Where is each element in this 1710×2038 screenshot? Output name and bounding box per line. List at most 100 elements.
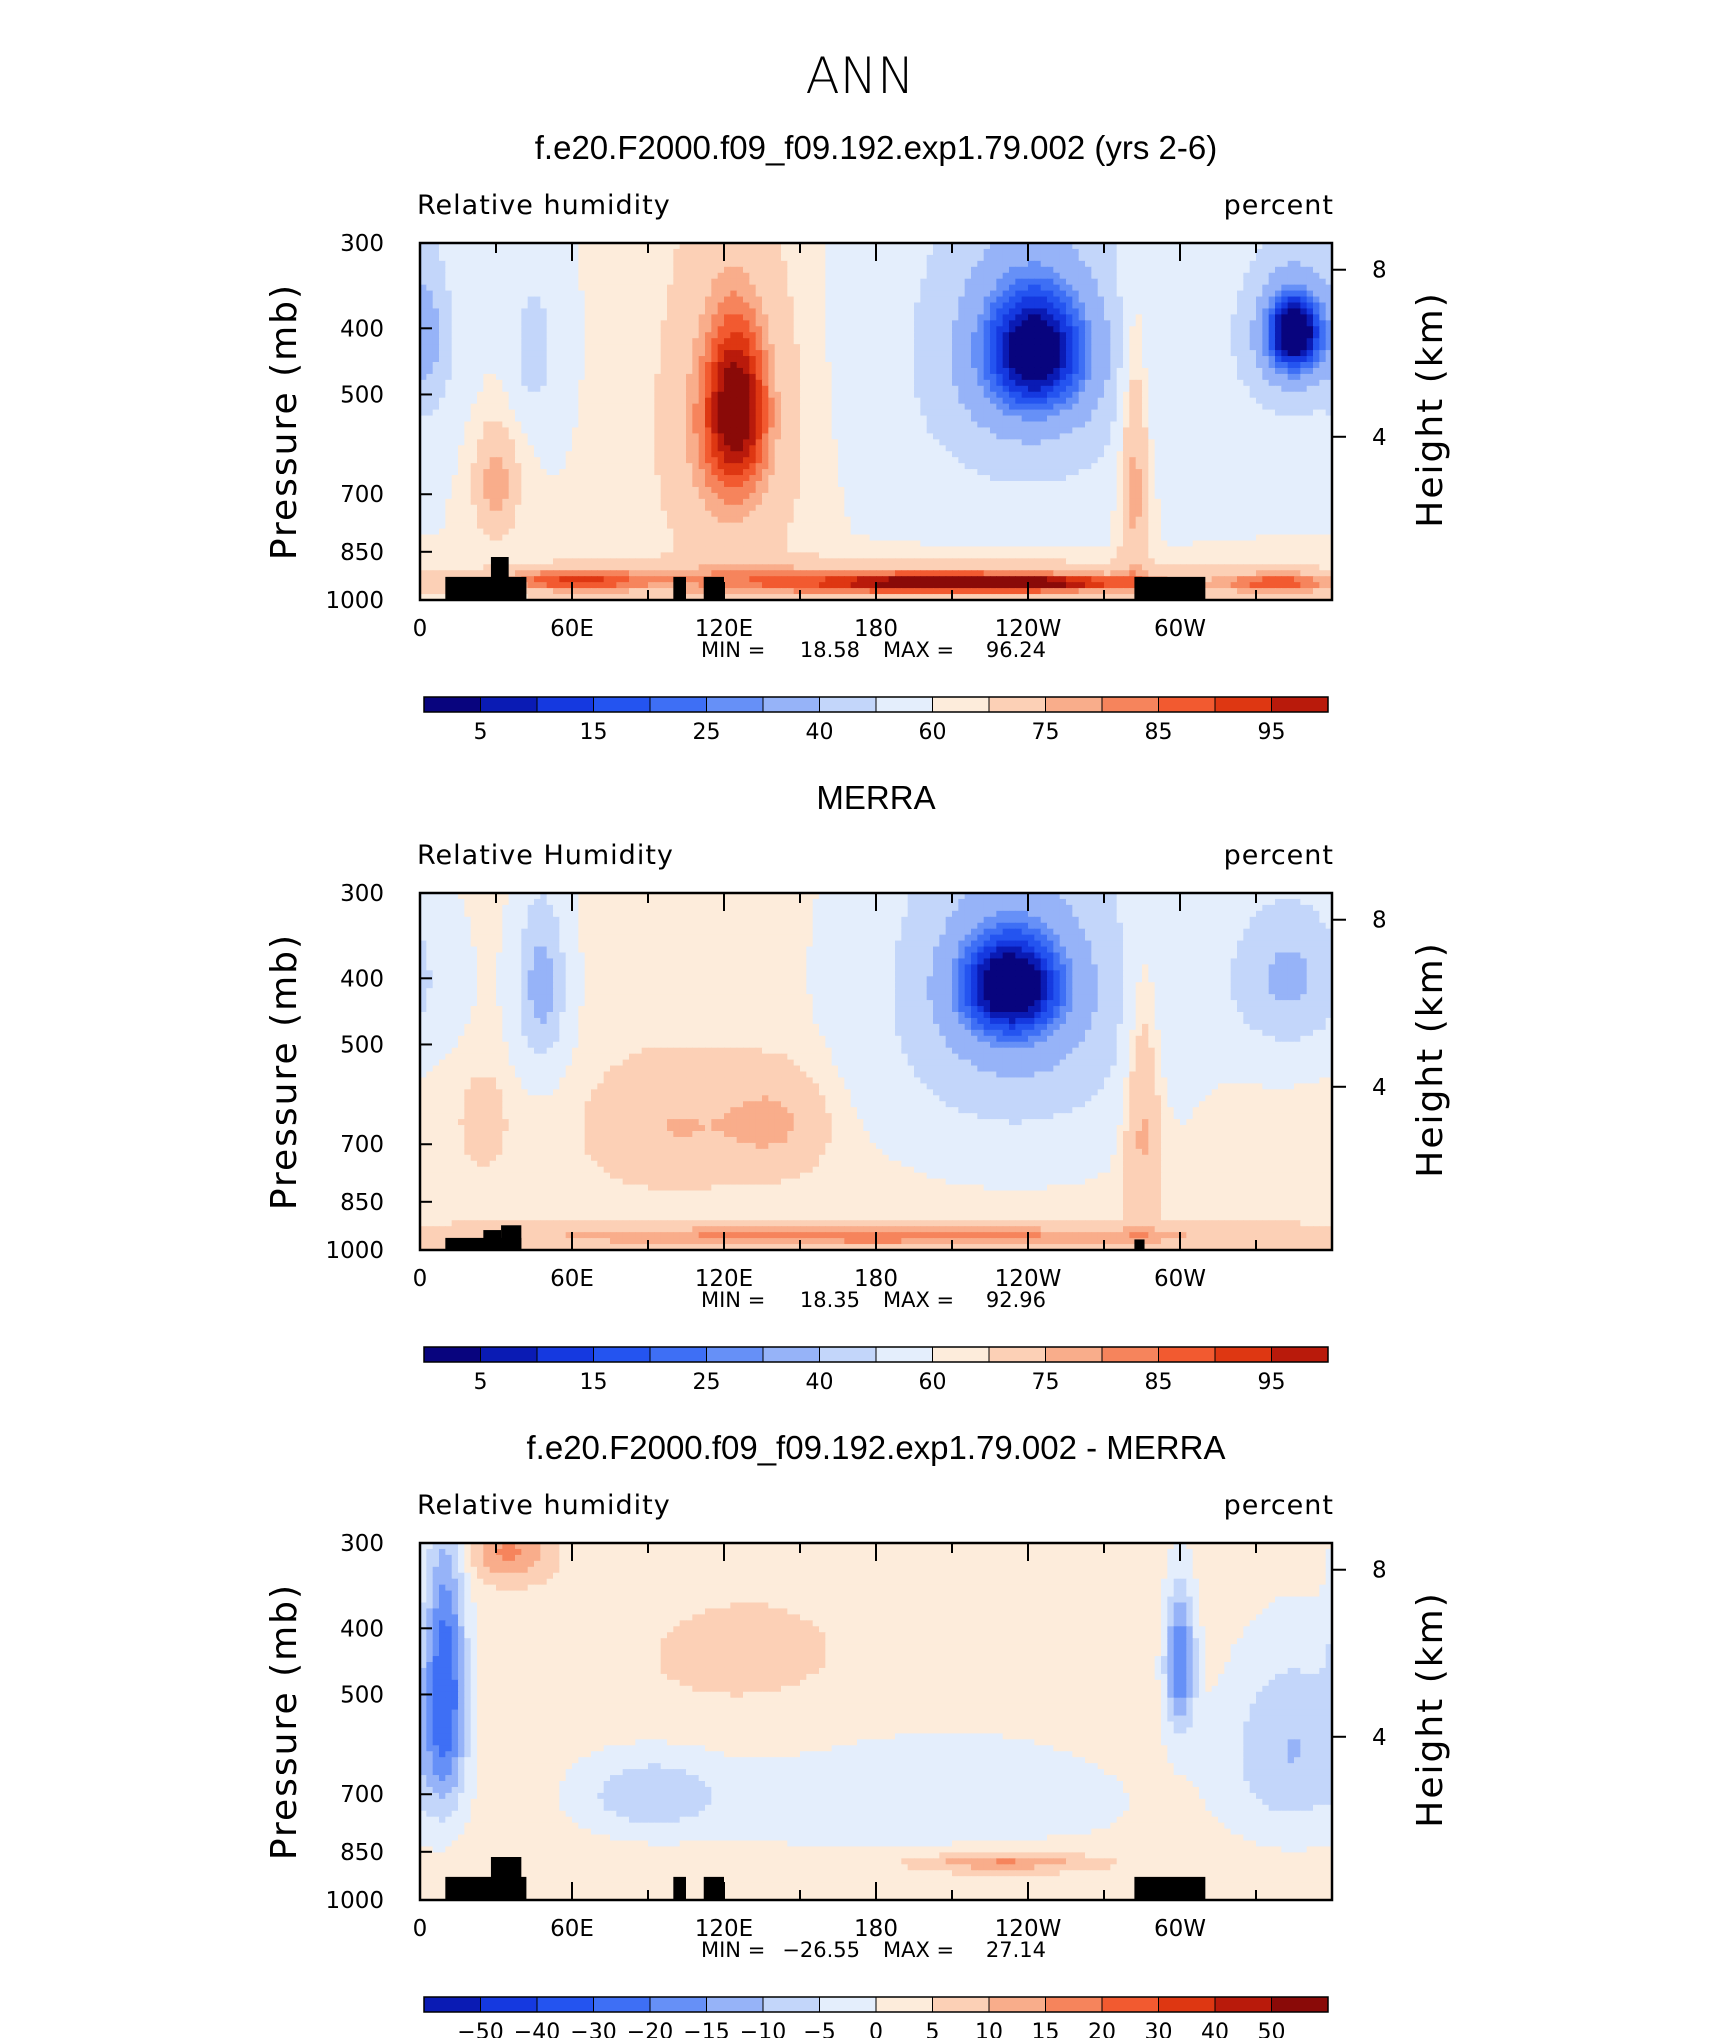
contour-cell bbox=[1015, 367, 1023, 375]
contour-cell bbox=[1148, 362, 1156, 369]
contour-cell bbox=[983, 445, 991, 452]
contour-cell bbox=[464, 409, 472, 417]
contour-cell bbox=[439, 385, 446, 393]
contour-cell bbox=[926, 338, 934, 345]
contour-cell bbox=[812, 314, 820, 321]
contour-cell bbox=[945, 397, 953, 405]
contour-cell bbox=[1091, 409, 1099, 417]
contour-cell bbox=[869, 356, 877, 363]
contour-cell bbox=[711, 385, 719, 393]
contour-cell bbox=[907, 326, 915, 333]
contour-cell bbox=[616, 445, 624, 452]
contour-cell bbox=[800, 445, 807, 452]
contour-cell bbox=[660, 373, 668, 381]
contour-cell bbox=[553, 308, 560, 315]
contour-cell bbox=[724, 367, 731, 375]
contour-cell bbox=[673, 427, 681, 434]
contour-cell bbox=[559, 391, 567, 399]
contour-cell bbox=[534, 350, 541, 357]
contour-cell bbox=[952, 254, 959, 262]
contour-cell bbox=[819, 243, 826, 250]
contour-cell bbox=[458, 362, 465, 369]
contour-cell bbox=[679, 278, 687, 286]
contour-cell bbox=[914, 254, 921, 262]
contour-cell bbox=[667, 356, 674, 363]
contour-cell bbox=[1300, 379, 1308, 387]
contour-cell bbox=[838, 272, 845, 280]
contour-cell bbox=[945, 320, 953, 327]
contour-cell bbox=[692, 350, 700, 357]
contour-cell bbox=[806, 296, 814, 304]
contour-cell bbox=[1034, 409, 1042, 417]
contour-cell bbox=[1319, 302, 1327, 310]
contour-cell bbox=[667, 350, 674, 357]
contour-cell bbox=[648, 391, 655, 399]
contour-cell bbox=[1268, 243, 1276, 250]
contour-cell bbox=[844, 308, 852, 315]
contour-cell bbox=[983, 314, 991, 321]
contour-cell bbox=[1249, 391, 1257, 399]
contour-cell bbox=[521, 350, 529, 357]
contour-cell bbox=[857, 445, 864, 452]
contour-cell bbox=[610, 296, 617, 304]
contour-cell bbox=[489, 373, 497, 381]
contour-cell bbox=[641, 367, 649, 375]
contour-cell bbox=[1262, 284, 1270, 292]
contour-cell bbox=[635, 344, 643, 351]
contour-cell bbox=[914, 314, 921, 321]
contour-cell bbox=[1110, 290, 1118, 298]
contour-cell bbox=[1135, 302, 1143, 310]
contour-cell bbox=[768, 284, 776, 292]
contour-cell bbox=[705, 373, 712, 381]
contour-cell bbox=[774, 439, 782, 446]
contour-cell bbox=[1275, 308, 1282, 315]
contour-cell bbox=[717, 439, 725, 446]
contour-cell bbox=[1021, 266, 1029, 274]
contour-cell bbox=[964, 243, 972, 250]
contour-cell bbox=[736, 332, 744, 339]
contour-cell bbox=[990, 248, 997, 256]
contour-cell bbox=[445, 338, 453, 345]
contour-cell bbox=[654, 326, 662, 333]
contour-cell bbox=[1059, 403, 1067, 411]
contour-cell bbox=[838, 350, 845, 357]
contour-cell bbox=[705, 356, 712, 363]
contour-cell bbox=[806, 433, 814, 440]
contour-cell bbox=[724, 439, 731, 446]
contour-cell bbox=[850, 308, 858, 315]
contour-cell bbox=[1192, 272, 1200, 280]
contour-cell bbox=[426, 445, 434, 452]
contour-cell bbox=[1116, 379, 1124, 387]
contour-cell bbox=[578, 290, 586, 298]
contour-cell bbox=[831, 254, 839, 262]
contour-cell bbox=[844, 439, 852, 446]
contour-cell bbox=[1059, 302, 1067, 310]
contour-cell bbox=[641, 415, 649, 423]
contour-cell bbox=[654, 421, 662, 429]
contour-cell bbox=[534, 344, 541, 351]
contour-cell bbox=[800, 314, 807, 321]
contour-cell bbox=[686, 320, 693, 327]
contour-cell bbox=[578, 302, 586, 310]
contour-cell bbox=[1161, 427, 1168, 434]
contour-cell bbox=[939, 350, 947, 357]
contour-cell bbox=[844, 266, 852, 274]
contour-cell bbox=[622, 367, 630, 375]
contour-cell bbox=[508, 338, 516, 345]
contour-cell bbox=[1243, 338, 1251, 345]
contour-cell bbox=[844, 403, 852, 411]
contour-cell bbox=[464, 314, 472, 321]
contour-cell bbox=[464, 445, 472, 452]
contour-cell bbox=[914, 332, 921, 339]
contour-cell bbox=[445, 296, 453, 304]
contour-cell bbox=[578, 344, 586, 351]
contour-cell bbox=[1002, 433, 1010, 440]
contour-cell bbox=[964, 397, 972, 405]
contour-cell bbox=[1237, 260, 1244, 268]
contour-cell bbox=[964, 403, 972, 411]
contour-cell bbox=[559, 344, 567, 351]
contour-cell bbox=[863, 278, 871, 286]
contour-cell bbox=[755, 367, 763, 375]
contour-cell bbox=[1053, 284, 1061, 292]
contour-cell bbox=[1230, 278, 1238, 286]
